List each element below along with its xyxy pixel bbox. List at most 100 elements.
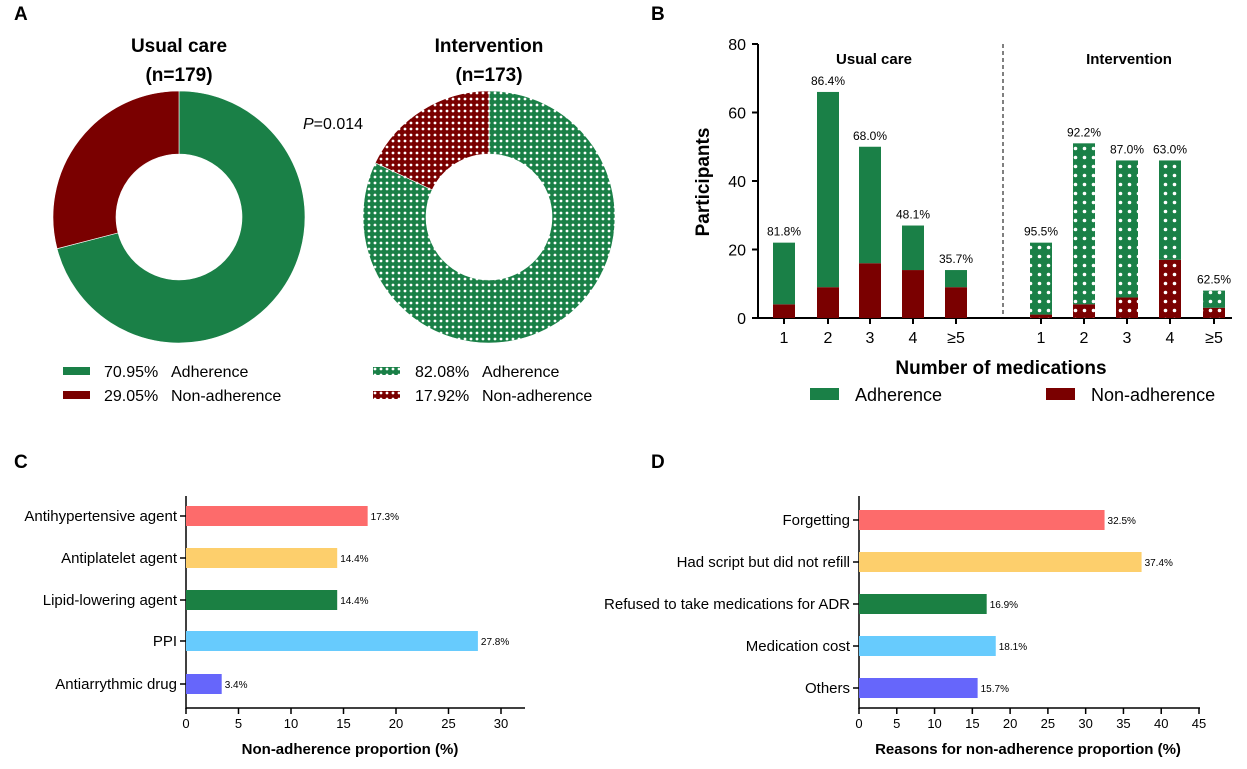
x-tick-label: 15 [336, 716, 350, 731]
y-axis-title: Participants [693, 128, 714, 237]
panel-label-a: A [14, 4, 28, 25]
bar-segment-non-adherence [1030, 314, 1052, 318]
legend-swatch-non-adherence [63, 391, 90, 399]
bar-percent-label: 95.5% [1024, 225, 1058, 239]
y-tick-label: 80 [728, 37, 746, 54]
x-tick-label: 2 [1080, 330, 1089, 347]
bar-value-label: 15.7% [981, 684, 1009, 695]
bar [859, 510, 1105, 530]
bar-segment-adherence [817, 91, 839, 288]
x-tick-label: 5 [893, 716, 900, 731]
x-tick-label: 0 [182, 716, 189, 731]
legend-value: 82.08% [415, 364, 469, 381]
bar-value-label: 32.5% [1108, 516, 1136, 527]
bar-segment-adherence [773, 242, 795, 305]
bar-percent-label: 48.1% [896, 208, 930, 222]
bar-segment-adherence [1030, 242, 1052, 315]
donut-intervention [362, 90, 616, 344]
p-value: P=0.014 [303, 116, 363, 133]
bar-percent-label: 35.7% [939, 252, 973, 266]
bar-value-label: 18.1% [999, 642, 1027, 653]
bar-value-label: 14.4% [340, 596, 368, 607]
legend-value: 17.92% [415, 388, 469, 405]
bar-percent-label: 86.4% [811, 74, 845, 88]
x-tick-label: 15 [965, 716, 979, 731]
bar-segment-adherence [1159, 160, 1181, 260]
legend-label: Non-adherence [171, 388, 281, 405]
horizontal-bar-chart-reasons: Reasons for non-adherence proportion (%)… [604, 496, 1206, 758]
bar-value-label: 37.4% [1145, 558, 1173, 569]
bar-segment-adherence [902, 225, 924, 271]
x-tick-label: 30 [1078, 716, 1092, 731]
category-label: Others [805, 680, 850, 697]
donut-slice-non-adherence [374, 90, 490, 191]
category-label: Antiarrythmic drug [55, 676, 177, 693]
x-tick-label: 35 [1116, 716, 1130, 731]
x-tick-label: 5 [235, 716, 242, 731]
x-tick-label: 20 [389, 716, 403, 731]
bar-value-label: 16.9% [990, 600, 1018, 611]
donut-usual-care [52, 90, 306, 344]
p-value-number: =0.014 [314, 116, 363, 133]
bar-value-label: 17.3% [371, 512, 399, 523]
x-tick-label: 4 [909, 330, 918, 347]
panel-label-d: D [651, 452, 665, 473]
bar-segment-adherence [945, 270, 967, 288]
x-tick-label: 3 [866, 330, 875, 347]
legend-value: 29.05% [104, 388, 158, 405]
x-tick-label: 30 [494, 716, 508, 731]
bar-segment-non-adherence [1159, 259, 1181, 318]
bar [186, 674, 222, 694]
group-label-usual-care: Usual care [836, 51, 912, 68]
x-tick-label: 4 [1166, 330, 1175, 347]
legend-swatch-non-adherence [373, 391, 400, 399]
bar-segment-adherence [1203, 290, 1225, 308]
legend-label-non-adherence: Non-adherence [1091, 385, 1215, 405]
x-tick-label: 0 [855, 716, 862, 731]
legend-label: Adherence [171, 364, 248, 381]
legend-swatch-adherence [373, 367, 400, 375]
x-tick-label: 2 [824, 330, 833, 347]
donut-intervention-n: (n=173) [455, 65, 522, 86]
x-tick-label: 20 [1003, 716, 1017, 731]
bars: 81.8% 1 86.4% 2 68.0% 3 48.1% 4 35.7% ≥5 95.5% 1 92.… [767, 74, 1231, 347]
legend-label-adherence: Adherence [855, 385, 942, 405]
bar-segment-non-adherence [945, 287, 967, 318]
x-axis-title: Number of medications [895, 358, 1106, 379]
donut-usual-title: Usual care [131, 36, 227, 57]
category-label: Antiplatelet agent [61, 550, 178, 567]
x-tick-label: 10 [927, 716, 941, 731]
y-tick-label: 20 [728, 243, 746, 260]
legend-swatch-adherence [810, 388, 839, 400]
category-label: PPI [153, 633, 177, 650]
bar-segment-adherence [859, 146, 881, 264]
bar [186, 631, 478, 651]
legend-value: 70.95% [104, 364, 158, 381]
donut-slice-non-adherence [52, 90, 180, 250]
x-tick-label: 25 [441, 716, 455, 731]
donut-slice-adherence [56, 90, 306, 344]
bar-value-label: 3.4% [225, 680, 248, 691]
x-tick-label: 10 [284, 716, 298, 731]
category-label: Had script but did not refill [677, 554, 850, 571]
group-label-intervention: Intervention [1086, 51, 1172, 68]
bar-percent-label: 63.0% [1153, 142, 1187, 156]
x-tick-label: 45 [1192, 716, 1206, 731]
x-tick-label: 40 [1154, 716, 1168, 731]
legend-intervention: 82.08% Adherence 17.92% Non-adherence [373, 364, 592, 405]
category-label: Lipid-lowering agent [43, 592, 178, 609]
bar-segment-non-adherence [1116, 297, 1138, 318]
x-axis-title: Reasons for non-adherence proportion (%) [875, 741, 1181, 758]
x-tick-label: ≥5 [947, 330, 965, 347]
bar-segment-non-adherence [773, 304, 795, 318]
x-tick-label: 1 [780, 330, 789, 347]
y-tick-label: 0 [737, 311, 746, 328]
bar-segment-non-adherence [902, 270, 924, 318]
x-tick-label: ≥5 [1205, 330, 1223, 347]
panel-label-b: B [651, 4, 665, 25]
bar [186, 548, 338, 568]
bar [186, 590, 338, 610]
bar-percent-label: 81.8% [767, 225, 801, 239]
legend-swatch-adherence [63, 367, 90, 375]
